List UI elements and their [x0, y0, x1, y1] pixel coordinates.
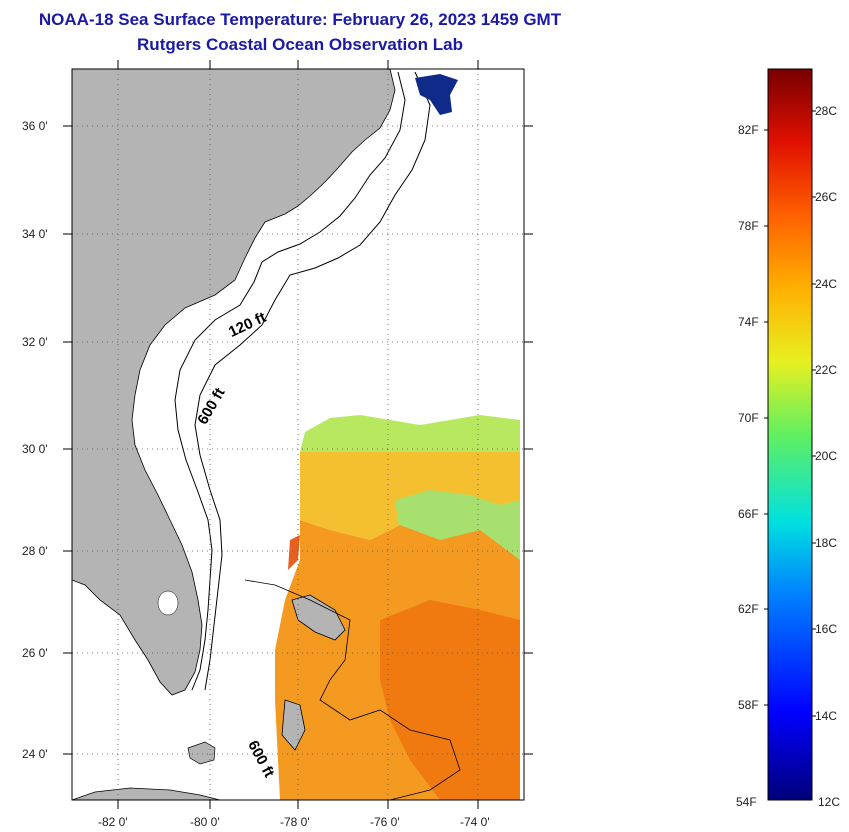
contour-600ft — [194, 71, 431, 691]
colorbar-label-f: 70F — [738, 411, 759, 425]
island — [187, 741, 216, 765]
colorbar — [767, 68, 813, 801]
map-subtitle: Rutgers Coastal Ocean Observation Lab — [137, 35, 463, 54]
lake-okeechobee — [157, 590, 179, 616]
bahamas-land — [291, 594, 346, 641]
colorbar-label-c: 18C — [815, 536, 837, 550]
colorbar-label-f: 82F — [738, 123, 759, 137]
colorbar-label-c: 20C — [815, 449, 837, 463]
sst-hot-area — [380, 600, 520, 800]
colorbar-label-f: 62F — [738, 602, 759, 616]
sst-cold-nc — [415, 74, 458, 115]
lon-label: -74 0' — [460, 815, 490, 829]
colorbar-ticks-c — [812, 110, 816, 717]
land-mass — [72, 69, 396, 696]
sst-cool-patch — [300, 415, 520, 452]
colorbar-label-c: 28C — [815, 104, 837, 118]
colorbar-label-c: 16C — [815, 622, 837, 636]
colorbar-label-c: 26C — [815, 190, 837, 204]
colorbar-label-f: 66F — [738, 507, 759, 521]
colorbar-label-c: 22C — [815, 363, 837, 377]
contour-120ft — [174, 71, 406, 691]
lat-label: 36 0' — [22, 119, 48, 133]
sst-gulfstream-edge — [288, 535, 300, 570]
grid-lines — [72, 69, 524, 800]
cuba-coast — [72, 787, 221, 800]
lon-label: -76 0' — [370, 815, 400, 829]
bahamas-land — [281, 699, 306, 751]
lat-label: 32 0' — [22, 335, 48, 349]
colorbar-label-c: 24C — [815, 277, 837, 291]
lon-label: -82 0' — [98, 815, 128, 829]
colorbar-label-f: 54F — [736, 795, 757, 809]
colorbar-label-f: 74F — [738, 315, 759, 329]
lon-label: -80 0' — [190, 815, 220, 829]
lat-label: 24 0' — [22, 747, 48, 761]
lat-label: 34 0' — [22, 227, 48, 241]
bahamas-bank — [244, 579, 461, 800]
lon-label: -78 0' — [280, 815, 310, 829]
colorbar-label-f: 58F — [738, 698, 759, 712]
map-title: NOAA-18 Sea Surface Temperature: Februar… — [38, 10, 562, 29]
colorbar-label-c: 14C — [815, 709, 837, 723]
colorbar-ticks-f — [764, 129, 768, 706]
lat-label: 28 0' — [22, 544, 48, 558]
lat-label: 26 0' — [22, 646, 48, 660]
colorbar-label-c: 12C — [818, 795, 840, 809]
colorbar-label-f: 78F — [738, 219, 759, 233]
lat-label: 30 0' — [22, 442, 48, 456]
axis-ticks — [63, 60, 533, 809]
